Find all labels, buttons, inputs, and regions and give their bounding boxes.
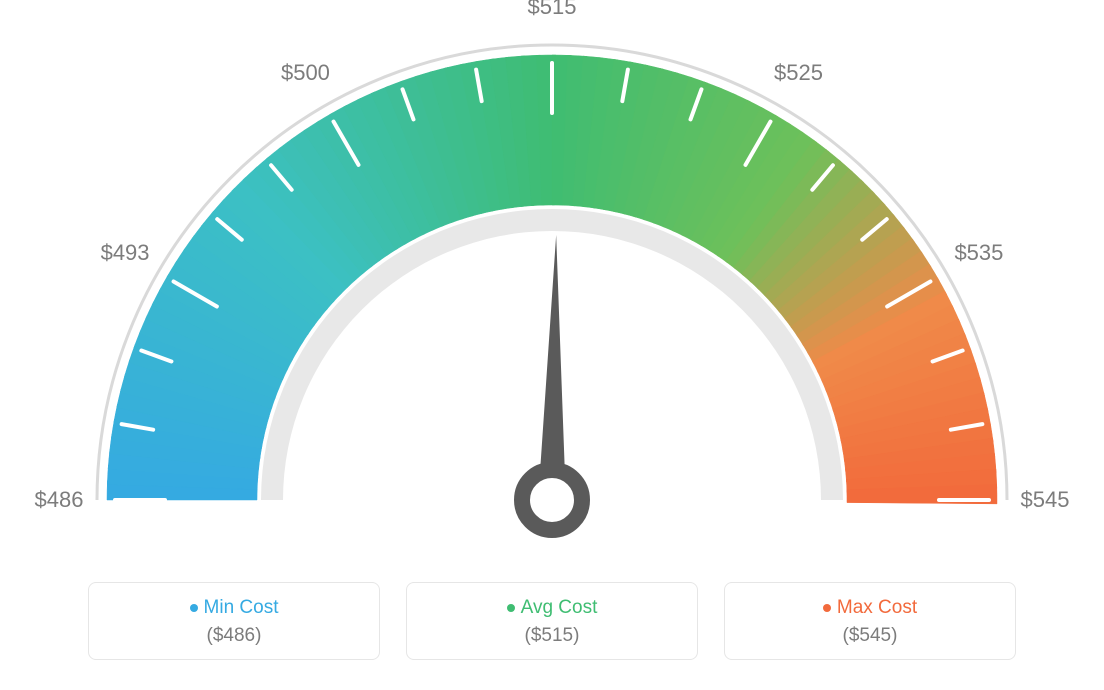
legend-card-value: ($515) [407,625,697,647]
legend-card-title: Max Cost [725,597,1015,619]
gauge-tick-label: $515 [528,0,577,20]
legend-card-label: Min Cost [204,597,279,618]
legend-card-title: Min Cost [89,597,379,619]
legend-card-value: ($486) [89,625,379,647]
gauge-tick-label: $525 [774,60,823,86]
legend-card-title: Avg Cost [407,597,697,619]
legend-card-label: Avg Cost [521,597,598,618]
gauge-tick-label: $486 [35,487,84,513]
gauge-svg [0,0,1104,560]
legend-row: Min Cost ($486) Avg Cost ($515) Max Cost ($54… [0,582,1104,660]
legend-dot-icon [823,604,831,612]
gauge-tick-label: $493 [101,240,150,266]
legend-dot-icon [190,604,198,612]
legend-card: Min Cost ($486) [88,582,380,660]
cost-gauge-widget: $486 $493 $500 $515 $525 $535 $545 Min Cost ($4… [0,0,1104,690]
legend-card-value: ($545) [725,625,1015,647]
legend-card-label: Max Cost [837,597,917,618]
gauge-area: $486 $493 $500 $515 $525 $535 $545 [0,0,1104,560]
legend-card: Avg Cost ($515) [406,582,698,660]
gauge-tick-label: $500 [281,60,330,86]
gauge-tick-label: $545 [1021,487,1070,513]
gauge-tick-label: $535 [954,240,1003,266]
legend-dot-icon [507,604,515,612]
legend-card: Max Cost ($545) [724,582,1016,660]
